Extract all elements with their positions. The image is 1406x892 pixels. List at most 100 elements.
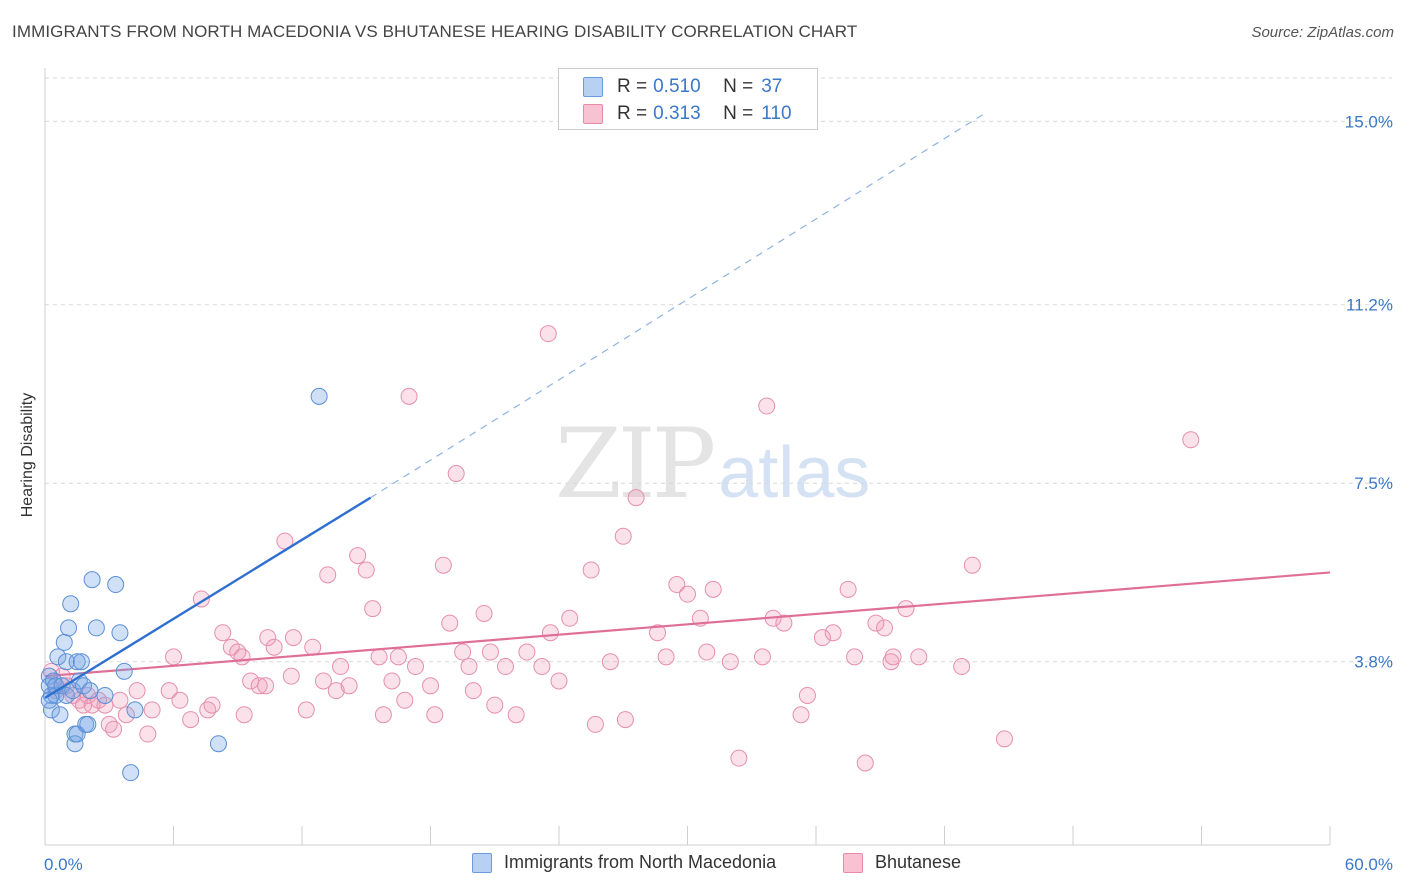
bhutanese-point [441,614,459,632]
north-macedonia-point [62,595,80,613]
bhutanese-point [953,658,971,676]
stats-legend: R = 0.510 N = 37 R = 0.313 N = 110 [558,68,818,130]
bhutanese-point [884,648,902,666]
bhutanese-point [105,720,123,738]
north-macedonia-point [49,648,67,666]
source-label: Source: ZipAtlas.com [1251,24,1394,41]
bhutanese-point [679,585,696,603]
bhutanese-point [533,658,551,676]
north-macedonia-point [209,735,227,753]
bhutanese-point [721,653,739,671]
bhutanese-point [698,643,716,661]
bhutanese-point [475,604,493,622]
bhutanese-point [171,691,189,709]
bhutanese-point [400,387,418,405]
legend-r-label: R = [617,76,648,97]
bhutanese-point [730,749,748,767]
bhutanese-point [539,325,557,343]
bhutanese-point [128,682,146,700]
bhutanese-point [616,711,634,729]
bhutanese-point [203,696,221,714]
legend-row-bhutanese: R = 0.313 N = 110 [583,102,792,126]
bhutanese-point [963,556,981,574]
bhutanese-point [374,706,392,724]
bhutanese-point [182,711,200,729]
bhutanese-point [995,730,1013,748]
legend-n-label: N = [723,76,754,97]
bhutanese-point [614,527,632,545]
bhutanese-point [284,629,302,647]
legend-r-value: 0.313 [653,103,701,124]
north-macedonia-point [111,624,129,642]
bhutanese-point [507,706,525,724]
bhutanese-point [454,643,472,661]
bhutanese-point [486,696,504,714]
bottom-legend-label-bhutanese: Bhutanese [875,852,962,872]
north-macedonia-point [68,653,86,671]
bhutanese-point [460,658,478,676]
y-tick-label: 7.5% [1354,474,1393,493]
bhutanese-point [233,648,251,666]
north-macedonia-point [55,633,73,651]
bottom-legend-label-north-macedonia: Immigrants from North Macedonia [504,852,777,872]
bhutanese-point [839,580,857,598]
bhutanese-point [657,648,675,666]
north-macedonia-trend-extension [370,111,988,499]
bhutanese-point [327,682,345,700]
legend-row-north-macedonia: R = 0.510 N = 37 [583,75,782,99]
bottom-legend-north-macedonia: Immigrants from North Macedonia [472,852,776,873]
bhutanese-point [1182,431,1200,449]
bhutanese-point [792,706,810,724]
bottom-legend-swatch-bhutanese [843,852,863,873]
y-tick-label: 15.0% [1345,112,1393,131]
bhutanese-point [143,701,161,719]
north-macedonia-point [126,701,144,719]
north-macedonia-point [96,686,114,704]
north-macedonia-point [83,571,101,589]
bhutanese-point [250,677,268,695]
bhutanese-point [582,561,600,579]
bhutanese-point [314,672,332,690]
bottom-legend-swatch-north-macedonia [472,852,492,873]
north-macedonia-point [310,387,328,405]
bhutanese-point [464,682,482,700]
north-macedonia-point [87,619,105,637]
bhutanese-trend-line [44,571,1331,678]
chart-title: IMMIGRANTS FROM NORTH MACEDONIA VS BHUTA… [12,22,858,41]
bhutanese-point [364,600,382,618]
legend-n-label: N = [723,103,754,124]
bhutanese-point [160,682,178,700]
north-macedonia-point [60,619,78,637]
bhutanese-point [396,691,414,709]
bhutanese-point [856,754,874,772]
bhutanese-point [383,672,401,690]
bhutanese-point [518,643,536,661]
bhutanese-point [668,576,686,594]
bhutanese-point [775,614,793,632]
bhutanese-point [117,706,135,724]
bhutanese-point [282,667,300,685]
bhutanese-point [297,701,315,719]
bhutanese-point [422,677,439,695]
north-macedonia-point [51,706,69,724]
north-macedonia-point [122,764,140,782]
legend-swatch-north-macedonia [583,77,603,97]
bhutanese-point [235,706,253,724]
bottom-legend-bhutanese: Bhutanese [843,852,961,873]
bhutanese-point [304,638,322,656]
bhutanese-point [586,715,604,733]
bhutanese-point [111,691,129,709]
north-macedonia-point [81,682,99,700]
bhutanese-point [550,672,568,690]
bhutanese-point [649,624,667,642]
north-macedonia-trend-line [44,496,372,699]
bhutanese-point [214,624,232,642]
bhutanese-point [259,629,277,647]
north-macedonia-point [64,682,82,700]
bhutanese-point [541,624,559,642]
bhutanese-point [627,489,645,507]
north-macedonia-point [68,725,86,743]
y-tick-label: 3.8% [1354,653,1393,672]
legend-r-label: R = [617,103,648,124]
